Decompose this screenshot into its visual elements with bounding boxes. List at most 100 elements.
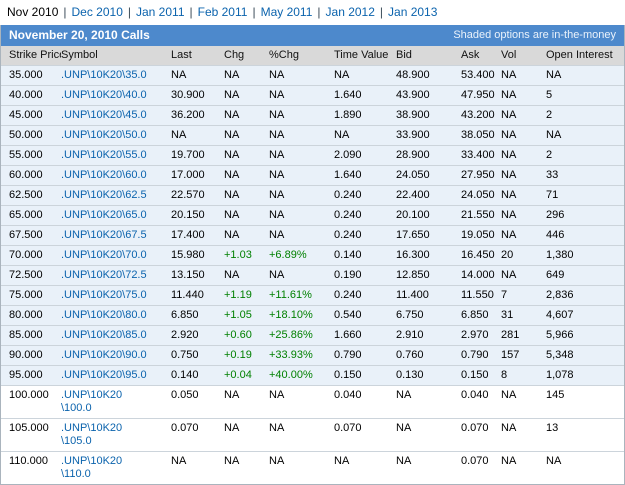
chg-cell: NA xyxy=(224,185,269,206)
last-cell: 17.000 xyxy=(171,165,224,186)
ask-cell: 14.000 xyxy=(461,265,501,286)
symbol-link[interactable]: .UNP\10K20\85.0 xyxy=(61,329,147,341)
expiry-tab[interactable]: Dec 2010 xyxy=(71,5,123,19)
chg-value: NA xyxy=(224,269,240,281)
vol-cell: 157 xyxy=(501,345,546,366)
symbol-link[interactable]: .UNP\10K20\45.0 xyxy=(61,109,147,121)
symbol-link[interactable]: .UNP\10K20\55.0 xyxy=(61,149,147,161)
time-value-value: NA xyxy=(334,129,350,141)
open-interest-cell: 5 xyxy=(546,85,624,106)
symbol-link[interactable]: .UNP\10K20\60.0 xyxy=(61,169,147,181)
ask-cell: 0.150 xyxy=(461,365,501,386)
pchg-value: NA xyxy=(269,229,285,241)
last-cell: 2.920 xyxy=(171,325,224,346)
vol-value: NA xyxy=(501,109,517,121)
last-value: 11.440 xyxy=(171,289,204,301)
bid-value: NA xyxy=(396,422,412,434)
vol-value: NA xyxy=(501,129,517,141)
vol-value: NA xyxy=(501,422,517,434)
bid-value: NA xyxy=(396,389,412,401)
column-header: Last xyxy=(171,46,224,66)
strike-value: 67.500 xyxy=(9,229,43,241)
expiry-tab[interactable]: Jan 2011 xyxy=(136,5,185,19)
ask-cell: 33.400 xyxy=(461,145,501,166)
symbol-link[interactable]: .UNP\10K20\50.0 xyxy=(61,129,147,141)
expiry-tab[interactable]: May 2011 xyxy=(260,5,313,19)
symbol-link[interactable]: .UNP\10K20 \110.0 xyxy=(61,455,123,480)
vol-value: NA xyxy=(501,455,517,467)
symbol-link[interactable]: .UNP\10K20\67.5 xyxy=(61,229,147,241)
symbol-link[interactable]: .UNP\10K20\65.0 xyxy=(61,209,147,221)
symbol-link[interactable]: .UNP\10K20\40.0 xyxy=(61,89,147,101)
pchg-cell: NA xyxy=(269,451,334,484)
symbol-link[interactable]: .UNP\10K20 \105.0 xyxy=(61,422,123,447)
chg-value: NA xyxy=(224,455,240,467)
chg-cell: NA xyxy=(224,145,269,166)
table-title-bar: November 20, 2010 Calls Shaded options a… xyxy=(1,25,624,46)
open-interest-value: 4,607 xyxy=(546,309,574,321)
open-interest-value: 5,966 xyxy=(546,329,574,341)
vol-value: NA xyxy=(501,89,517,101)
symbol-link[interactable]: .UNP\10K20\80.0 xyxy=(61,309,147,321)
open-interest-value: 649 xyxy=(546,269,565,281)
symbol-cell: .UNP\10K20\80.0 xyxy=(61,305,171,326)
symbol-link[interactable]: .UNP\10K20\70.0 xyxy=(61,249,147,261)
strike-cell: 65.000 xyxy=(1,205,61,226)
strike-value: 72.500 xyxy=(9,269,43,281)
symbol-link[interactable]: .UNP\10K20\72.5 xyxy=(61,269,147,281)
bid-value: 22.400 xyxy=(396,189,430,201)
open-interest-value: 145 xyxy=(546,389,565,401)
last-value: 0.050 xyxy=(171,389,199,401)
expiry-tab[interactable]: Jan 2013 xyxy=(388,5,438,19)
table-row: 60.000 .UNP\10K20\60.0 17.000 NA NA 1.640 24.0… xyxy=(1,165,624,186)
chg-cell: NA xyxy=(224,105,269,126)
column-header: Symbol xyxy=(61,46,171,66)
pchg-cell: NA xyxy=(269,225,334,246)
vol-value: NA xyxy=(501,269,517,281)
symbol-link[interactable]: .UNP\10K20\62.5 xyxy=(61,189,147,201)
symbol-link[interactable]: .UNP\10K20\90.0 xyxy=(61,349,147,361)
tab-separator: | xyxy=(317,5,321,19)
pchg-cell: +18.10% xyxy=(269,305,334,326)
vol-value: 157 xyxy=(501,349,520,361)
chg-cell: +0.04 xyxy=(224,365,269,386)
ask-value: 24.050 xyxy=(461,189,495,201)
pchg-value: NA xyxy=(269,169,285,181)
last-cell: 0.050 xyxy=(171,385,224,419)
bid-cell: 24.050 xyxy=(396,165,461,186)
open-interest-value: 2 xyxy=(546,149,553,161)
vol-value: 20 xyxy=(501,249,514,261)
pchg-cell: NA xyxy=(269,265,334,286)
ask-cell: 0.070 xyxy=(461,451,501,484)
expiry-tab[interactable]: Feb 2011 xyxy=(197,5,248,19)
symbol-link[interactable]: .UNP\10K20\35.0 xyxy=(61,69,147,81)
time-value-cell: 1.890 xyxy=(334,105,396,126)
chg-value: NA xyxy=(224,149,240,161)
table-row: 70.000 .UNP\10K20\70.0 15.980 +1.03 +6.89% 0.… xyxy=(1,245,624,266)
last-value: 22.570 xyxy=(171,189,205,201)
pchg-cell: NA xyxy=(269,105,334,126)
pchg-value: NA xyxy=(269,109,285,121)
strike-cell: 35.000 xyxy=(1,65,61,86)
last-value: NA xyxy=(171,129,187,141)
time-value-cell: 0.540 xyxy=(334,305,396,326)
table-row: 65.000 .UNP\10K20\65.0 20.150 NA NA 0.240 20.1… xyxy=(1,205,624,226)
last-cell: 15.980 xyxy=(171,245,224,266)
last-cell: 13.150 xyxy=(171,265,224,286)
table-row: 95.000 .UNP\10K20\95.0 0.140 +0.04 +40.00% 0.… xyxy=(1,365,624,386)
strike-value: 45.000 xyxy=(9,109,43,121)
column-header: Ask xyxy=(461,46,501,66)
ask-cell: 2.970 xyxy=(461,325,501,346)
symbol-link[interactable]: .UNP\10K20\95.0 xyxy=(61,369,147,381)
symbol-link[interactable]: .UNP\10K20\75.0 xyxy=(61,289,147,301)
chg-value: +1.03 xyxy=(224,249,252,261)
bid-cell: 12.850 xyxy=(396,265,461,286)
column-header: Open Interest xyxy=(546,46,624,66)
last-value: 2.920 xyxy=(171,329,199,341)
ask-value: 21.550 xyxy=(461,209,495,221)
time-value-value: 1.640 xyxy=(334,89,362,101)
table-row: 100.000 .UNP\10K20 \100.0 0.050 NA NA 0.040 NA 0… xyxy=(1,385,624,419)
vol-value: 7 xyxy=(501,289,508,301)
expiry-tab[interactable]: Jan 2012 xyxy=(325,5,375,19)
symbol-link[interactable]: .UNP\10K20 \100.0 xyxy=(61,389,123,414)
